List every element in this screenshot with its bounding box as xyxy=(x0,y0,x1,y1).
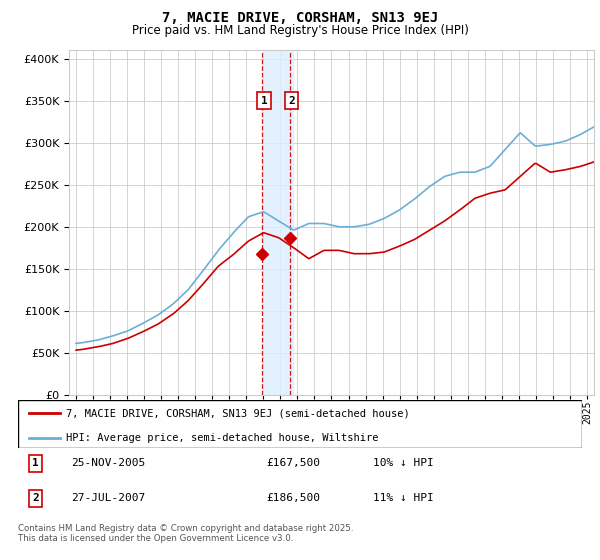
Text: £167,500: £167,500 xyxy=(266,459,320,468)
Text: 2: 2 xyxy=(288,96,295,106)
Text: Price paid vs. HM Land Registry's House Price Index (HPI): Price paid vs. HM Land Registry's House … xyxy=(131,24,469,36)
Bar xyxy=(263,50,293,395)
Text: £186,500: £186,500 xyxy=(266,493,320,503)
Text: 25-NOV-2005: 25-NOV-2005 xyxy=(71,459,146,468)
Text: HPI: Average price, semi-detached house, Wiltshire: HPI: Average price, semi-detached house,… xyxy=(66,432,379,442)
Text: 7, MACIE DRIVE, CORSHAM, SN13 9EJ: 7, MACIE DRIVE, CORSHAM, SN13 9EJ xyxy=(162,11,438,25)
Text: 10% ↓ HPI: 10% ↓ HPI xyxy=(373,459,434,468)
Text: 1: 1 xyxy=(261,96,268,106)
Text: 2: 2 xyxy=(32,493,39,503)
Text: 1: 1 xyxy=(32,459,39,468)
Text: 11% ↓ HPI: 11% ↓ HPI xyxy=(373,493,434,503)
Text: 27-JUL-2007: 27-JUL-2007 xyxy=(71,493,146,503)
Text: 7, MACIE DRIVE, CORSHAM, SN13 9EJ (semi-detached house): 7, MACIE DRIVE, CORSHAM, SN13 9EJ (semi-… xyxy=(66,408,410,418)
Text: Contains HM Land Registry data © Crown copyright and database right 2025.
This d: Contains HM Land Registry data © Crown c… xyxy=(18,524,353,543)
